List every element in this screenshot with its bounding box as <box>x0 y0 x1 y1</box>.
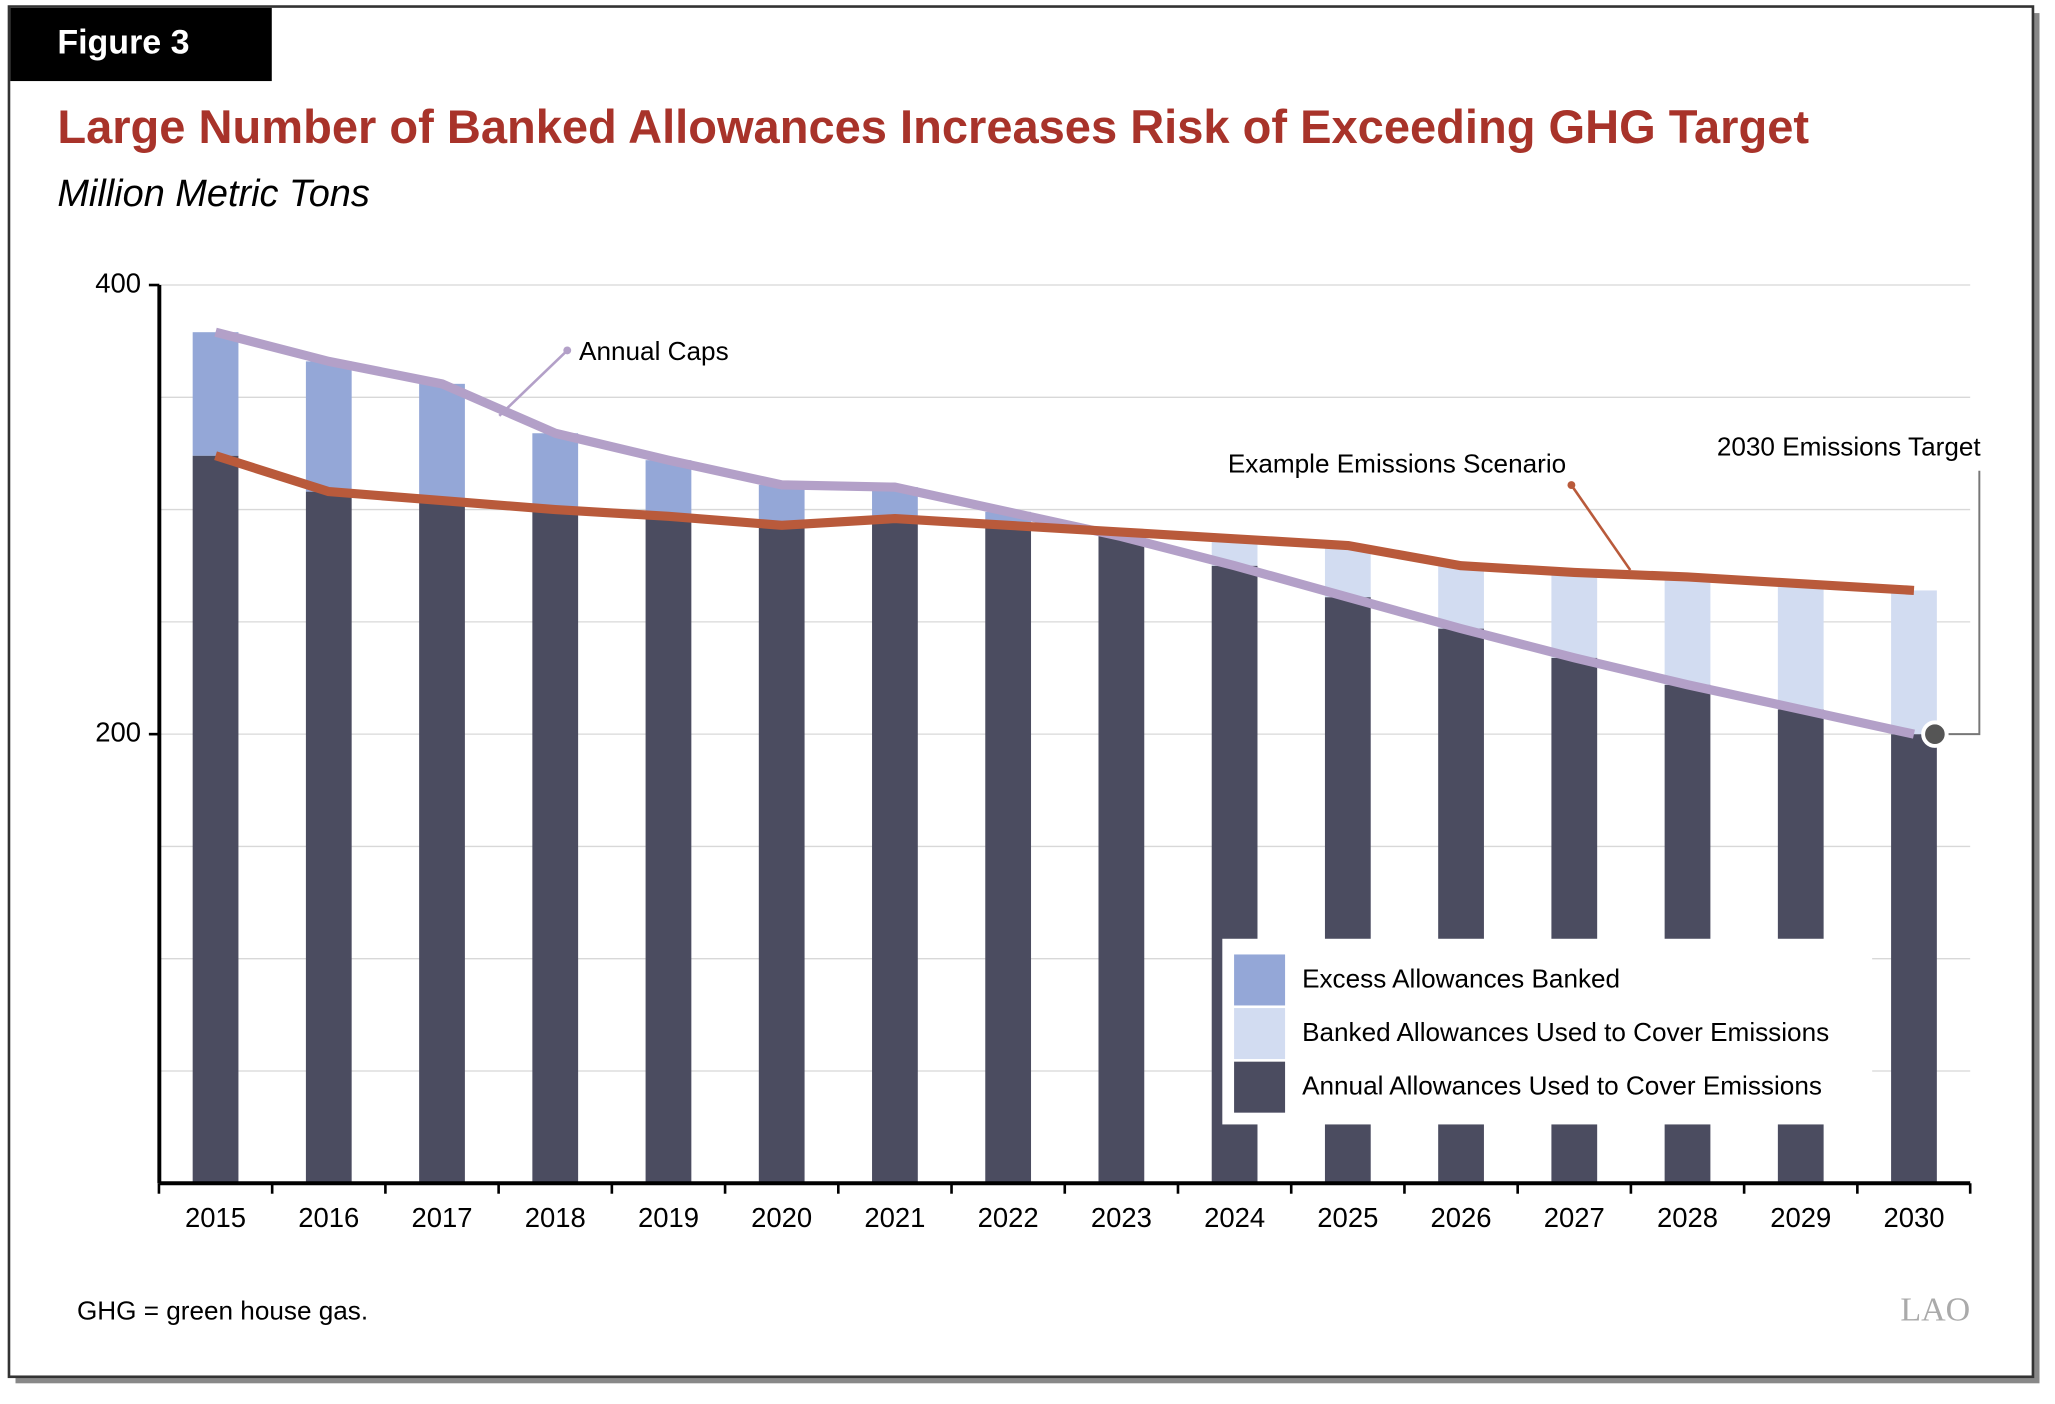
x-tick-label: 2028 <box>1657 1202 1718 1233</box>
legend-swatch <box>1234 1061 1286 1113</box>
x-tick-label: 2022 <box>978 1202 1039 1233</box>
chart-title: Large Number of Banked Allowances Increa… <box>57 100 1809 153</box>
bar-segment <box>645 516 692 1184</box>
bar-segment <box>532 509 579 1184</box>
x-tick-label: 2024 <box>1204 1202 1265 1233</box>
annotation: 2030 Emissions Target <box>1717 431 1982 461</box>
x-tick-label: 2016 <box>298 1202 359 1233</box>
figure-tab <box>10 7 272 82</box>
x-tick-label: 2019 <box>638 1202 699 1233</box>
bar-segment <box>1098 532 1145 1184</box>
x-tick-label: 2030 <box>1883 1202 1944 1233</box>
bar-segment <box>1891 734 1937 1184</box>
bar-segment <box>1777 583 1824 710</box>
figure-label: Figure 3 <box>57 23 189 61</box>
bar-segment <box>192 332 239 456</box>
bar-segment <box>192 455 239 1184</box>
legend: Excess Allowances Banked Banked Allowance… <box>1222 938 1873 1125</box>
bar-segment <box>645 460 692 517</box>
bar-segment <box>419 500 465 1184</box>
leader-line <box>1934 470 1981 736</box>
footnote: GHG = green house gas. <box>77 1296 368 1326</box>
subtitle: Million Metric Tons <box>57 173 370 215</box>
y-tick-label: 200 <box>95 716 141 747</box>
legend-label: Banked Allowances Used to Cover Emission… <box>1302 1017 1829 1047</box>
bar-segment <box>1664 576 1711 685</box>
legend-swatch <box>1234 1008 1286 1060</box>
x-tick-label: 2018 <box>525 1202 586 1233</box>
bar-segment <box>1438 565 1484 629</box>
x-tick-label: 2023 <box>1091 1202 1152 1233</box>
line-label: Example Emissions Scenario <box>1228 448 1566 478</box>
leader-line <box>498 349 569 417</box>
x-tick-label: 2027 <box>1544 1202 1605 1233</box>
x-tick-label: 2021 <box>864 1202 925 1233</box>
bar-segment <box>305 491 352 1184</box>
bar-segment <box>985 525 1032 1184</box>
x-tick-label: 2015 <box>185 1202 246 1233</box>
bar-segment <box>758 484 805 526</box>
leader-dot <box>563 346 572 355</box>
x-tick-label: 2025 <box>1317 1202 1378 1233</box>
bar-segment <box>419 383 465 501</box>
logo: LAO <box>1900 1292 1970 1329</box>
x-tick-label: 2026 <box>1431 1202 1492 1233</box>
legend-swatch <box>1234 954 1286 1006</box>
x-tick-label: 2020 <box>751 1202 812 1233</box>
y-tick-label: 400 <box>95 267 141 298</box>
x-tick-label: 2017 <box>411 1202 472 1233</box>
bar-segment <box>872 518 918 1184</box>
annotations: 2030 Emissions Target Annual Caps Example … <box>498 336 1982 748</box>
leader-dot <box>1567 481 1576 489</box>
legend-box <box>1222 938 1873 1125</box>
bar-segment <box>758 525 805 1184</box>
legend-label: Excess Allowances Banked <box>1302 964 1620 994</box>
target-marker <box>1921 720 1949 748</box>
line-label: Annual Caps <box>579 336 729 366</box>
line-series <box>214 451 1915 595</box>
bar-segment <box>1891 590 1937 735</box>
bar-segment <box>1551 572 1598 658</box>
legend-label: Annual Allowances Used to Cover Emission… <box>1302 1071 1822 1101</box>
leader-line <box>1570 484 1632 571</box>
bar-segment <box>305 361 352 492</box>
bar-segment <box>532 433 579 510</box>
x-tick-label: 2029 <box>1770 1202 1831 1233</box>
